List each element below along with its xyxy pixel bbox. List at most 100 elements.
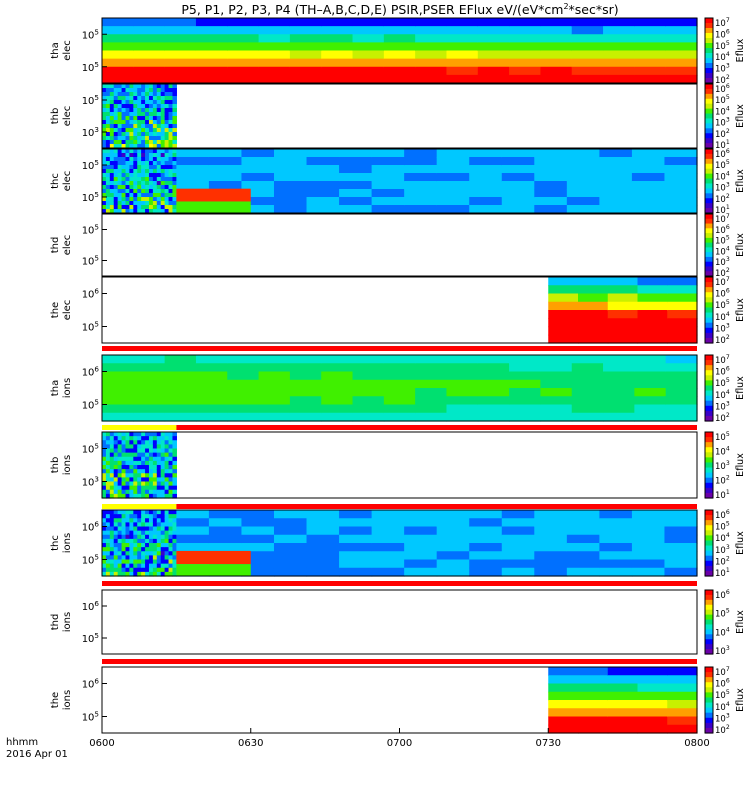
spectrogram-cell xyxy=(105,436,111,441)
spectrogram-cell xyxy=(137,136,142,141)
spectrogram-cell xyxy=(404,567,438,577)
spectrogram-cell xyxy=(371,510,405,519)
spectrogram-cell xyxy=(289,18,322,27)
spectrogram-cell xyxy=(168,197,174,202)
spectrogram-cell xyxy=(148,526,154,532)
spectrogram-cell xyxy=(176,181,210,190)
spectrogram-cell xyxy=(121,108,127,113)
spectrogram-cell xyxy=(121,526,127,532)
spectrogram-cell xyxy=(404,181,438,190)
spectrogram-cell xyxy=(446,379,479,389)
spectrogram-cell xyxy=(415,412,448,422)
spectrogram-cell xyxy=(148,84,154,89)
spectrogram-cell xyxy=(117,132,123,137)
colorbar-step xyxy=(705,442,713,448)
spectrogram-cell xyxy=(436,165,470,174)
spectrogram-cell xyxy=(501,543,535,552)
spectrogram-cell xyxy=(121,534,127,540)
spectrogram-cell xyxy=(137,551,142,556)
spectrogram-cell xyxy=(129,436,134,441)
spectrogram-cell xyxy=(125,547,130,552)
spectrogram-cell xyxy=(566,181,600,190)
spectrogram-cell xyxy=(436,181,470,190)
spectrogram-cell xyxy=(371,567,405,577)
spectrogram-cell xyxy=(113,440,119,445)
spectrogram-cell xyxy=(273,543,308,552)
spectrogram-cell xyxy=(125,452,130,458)
colorbar-step xyxy=(705,677,713,683)
spectrogram-cell xyxy=(371,534,405,544)
y-tick-label: 105 xyxy=(82,398,99,412)
spectrogram-cell xyxy=(566,526,600,536)
spectrogram-cell xyxy=(436,149,470,158)
spectrogram-cell xyxy=(164,144,170,149)
spectrogram-cell xyxy=(469,567,503,577)
spectrogram-cell xyxy=(129,112,134,117)
spectrogram-cell xyxy=(168,177,174,182)
spectrogram-cell xyxy=(258,42,291,52)
spectrogram-cell xyxy=(141,485,146,491)
spectrogram-cell xyxy=(152,518,158,523)
spectrogram-cell xyxy=(164,551,170,556)
spectrogram-cell xyxy=(469,197,503,206)
spectrogram-cell xyxy=(121,197,127,202)
spectrogram-cell xyxy=(446,34,479,43)
spectrogram-cell xyxy=(578,675,609,685)
spectrogram-cell xyxy=(148,169,154,174)
spectrogram-cell xyxy=(129,108,134,113)
spectrogram-cell xyxy=(289,371,322,381)
spectrogram-cell xyxy=(469,189,503,198)
spectrogram-cell xyxy=(160,136,166,141)
colorbar-label: Eflux xyxy=(735,169,746,193)
spectrogram-cell xyxy=(164,493,170,499)
spectrogram-cell xyxy=(137,518,142,523)
colorbar-step xyxy=(705,604,713,611)
spectrogram-cell xyxy=(339,534,373,544)
spectrogram-cell xyxy=(109,551,115,556)
spectrogram-cell xyxy=(501,197,535,206)
spectrogram-cell xyxy=(160,543,166,548)
spectrogram-cell xyxy=(578,277,609,286)
status-flag-bar xyxy=(102,504,177,509)
spectrogram-cell xyxy=(113,530,119,536)
spectrogram-cell xyxy=(133,526,138,532)
spectrogram-cell xyxy=(571,18,604,27)
spectrogram-cell xyxy=(168,124,174,129)
colorbar-step xyxy=(705,149,713,155)
spectrogram-cell xyxy=(227,66,260,76)
spectrogram-cell xyxy=(145,116,150,121)
colorbar-frame xyxy=(704,83,714,149)
spectrogram-cell xyxy=(113,108,119,113)
spectrogram-cell xyxy=(176,165,210,174)
panel-frame xyxy=(101,589,698,655)
spectrogram-cell xyxy=(105,547,111,552)
colorbar-tick-label: 103 xyxy=(715,544,730,556)
spectrogram-cell xyxy=(436,559,470,569)
spectrogram-cell xyxy=(172,189,177,194)
spectrogram-cell xyxy=(289,50,322,60)
colorbar-step xyxy=(705,113,713,120)
spectrogram-cell xyxy=(168,518,174,523)
spectrogram-cell xyxy=(125,144,130,149)
ylabel-species: elec xyxy=(62,235,73,256)
spectrogram-cell xyxy=(109,477,115,483)
spectrogram-cell xyxy=(578,691,609,701)
spectrogram-cell xyxy=(102,209,107,214)
colorbar-step xyxy=(705,247,713,253)
spectrogram-cell xyxy=(141,120,146,125)
spectrogram-cell xyxy=(137,510,142,515)
spectrogram-cell xyxy=(129,149,134,154)
spectrogram-cell xyxy=(578,285,609,295)
spectrogram-cell xyxy=(160,555,166,561)
spectrogram-cell xyxy=(129,543,134,548)
colorbar-step xyxy=(705,271,713,277)
spectrogram-cell xyxy=(125,116,130,121)
spectrogram-cell xyxy=(129,104,134,109)
spectrogram-cell xyxy=(160,547,166,552)
spectrogram-cell xyxy=(501,165,535,174)
spectrogram-cell xyxy=(102,448,107,454)
spectrogram-cell xyxy=(109,185,115,190)
spectrogram-cell xyxy=(164,96,170,101)
spectrogram-cell xyxy=(160,489,166,495)
